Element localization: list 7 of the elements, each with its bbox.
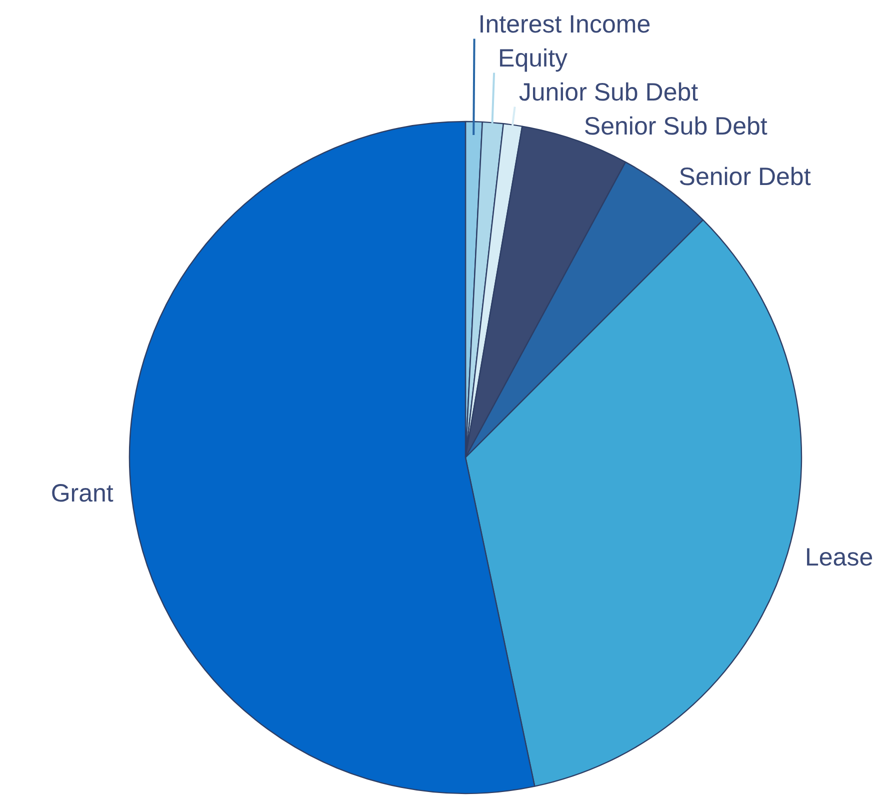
slice-label: Junior Sub Debt [518,78,698,107]
slice-label: Senior Sub Debt [584,112,768,141]
slice-label: Interest Income [478,10,651,39]
slice-label: Grant [50,480,114,508]
slice-label: Equity [498,44,568,73]
slice-label: Senior Debt [678,162,811,191]
slice-label: Lease [804,543,874,572]
